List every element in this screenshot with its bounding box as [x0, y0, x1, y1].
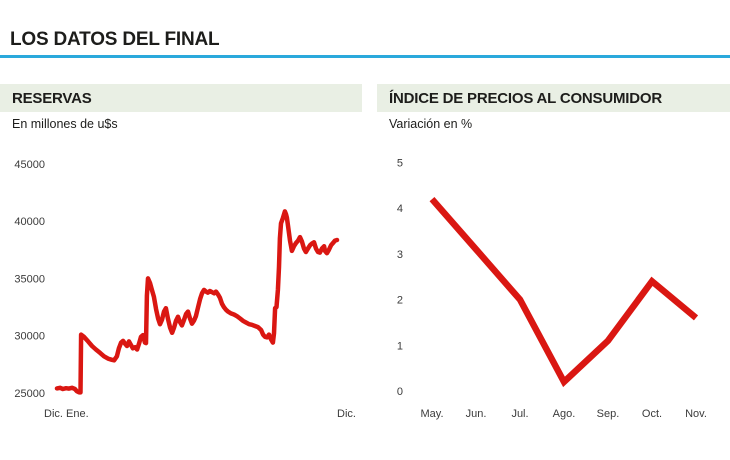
svg-text:1: 1: [397, 340, 403, 352]
svg-text:Jun.: Jun.: [466, 408, 487, 420]
svg-text:Sep.: Sep.: [597, 408, 620, 420]
title-rule-divider: [0, 55, 730, 58]
page-title: LOS DATOS DEL FINAL: [10, 29, 220, 50]
svg-text:Dic.: Dic.: [337, 408, 356, 420]
svg-text:3: 3: [397, 249, 403, 261]
svg-text:5: 5: [397, 158, 403, 170]
reservas-header-band: RESERVAS: [0, 84, 362, 112]
reservas-subtitle: En millones de u$s: [12, 117, 118, 131]
svg-text:Oct.: Oct.: [642, 408, 662, 420]
svg-text:Dic. Ene.: Dic. Ene.: [44, 408, 89, 420]
svg-text:2: 2: [397, 295, 403, 307]
svg-text:30000: 30000: [14, 331, 45, 343]
svg-text:40000: 40000: [14, 216, 45, 228]
svg-text:Nov.: Nov.: [685, 408, 707, 420]
ipc-header-band: ÍNDICE DE PRECIOS AL CONSUMIDOR: [377, 84, 730, 112]
ipc-title: ÍNDICE DE PRECIOS AL CONSUMIDOR: [389, 89, 662, 107]
svg-text:45000: 45000: [14, 159, 45, 171]
svg-text:Ago.: Ago.: [553, 408, 576, 420]
svg-text:Jul.: Jul.: [511, 408, 528, 420]
ipc-subtitle: Variación en %: [389, 117, 473, 131]
svg-text:0: 0: [397, 386, 403, 398]
reservas-title: RESERVAS: [12, 89, 92, 107]
svg-text:May.: May.: [420, 408, 443, 420]
svg-text:4: 4: [397, 203, 403, 215]
svg-text:25000: 25000: [14, 388, 45, 400]
svg-text:35000: 35000: [14, 273, 45, 285]
ipc-chart: 5 4 3 2 1 0 May. Jun. Jul. Ago. Sep. Oct. Nov.: [397, 158, 707, 421]
reservas-chart: 45000 40000 35000 30000 25000 Dic. Ene. Dic.: [14, 159, 356, 420]
